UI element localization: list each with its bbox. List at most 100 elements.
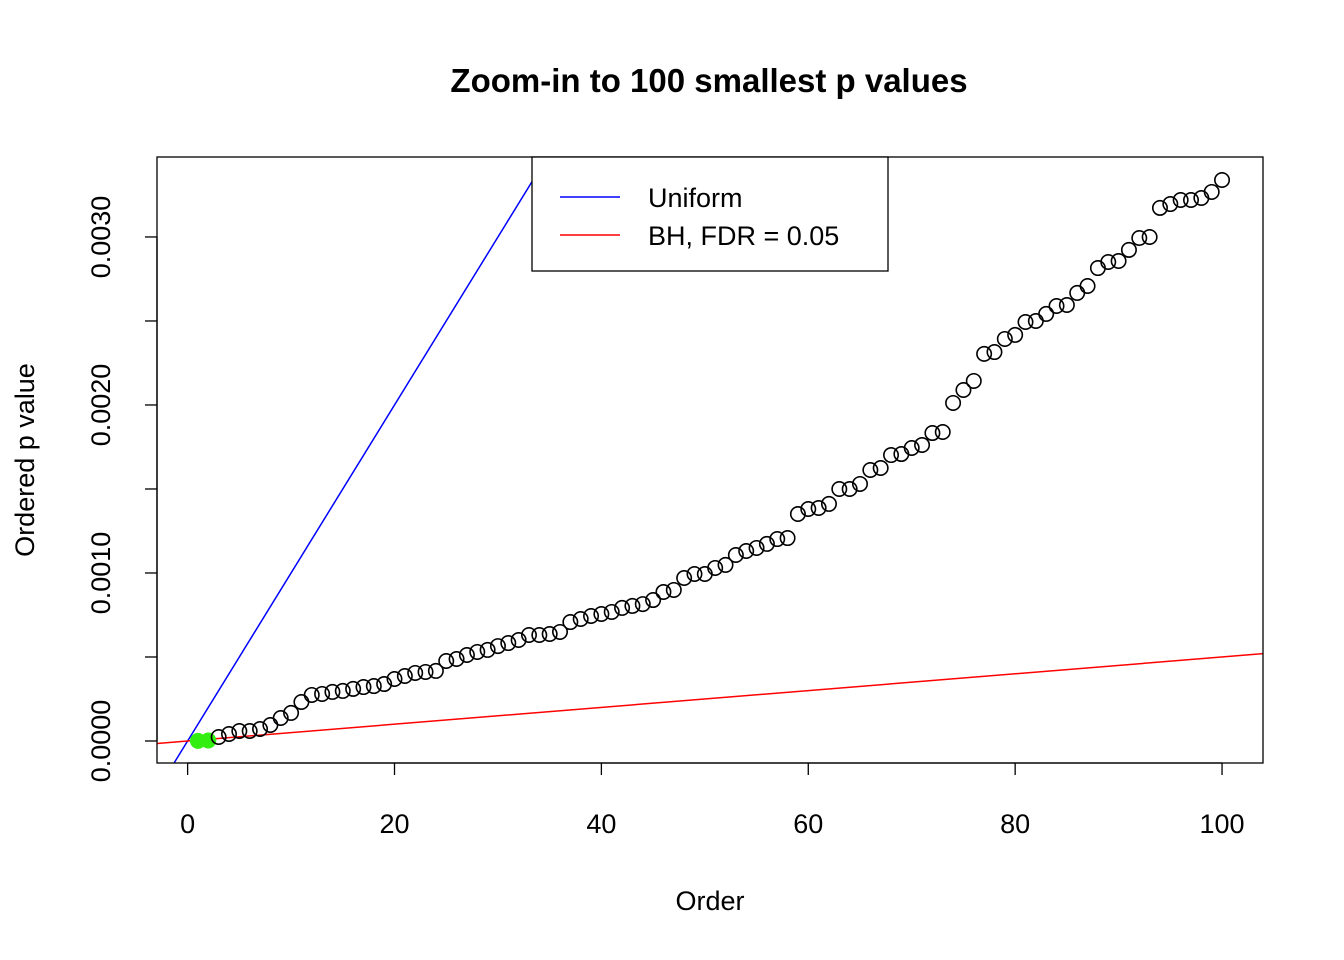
data-point — [438, 653, 455, 670]
data-point — [583, 607, 600, 624]
data-point — [1120, 241, 1137, 258]
data-point — [831, 480, 848, 497]
data-point — [996, 330, 1013, 347]
data-point — [1162, 196, 1179, 213]
data-point — [1141, 228, 1158, 245]
data-point — [396, 667, 413, 684]
legend-bh-label: BH, FDR = 0.05 — [648, 221, 839, 251]
y-tick-label: 0.0020 — [86, 364, 116, 447]
legend-box — [531, 156, 889, 272]
data-point — [552, 623, 569, 640]
data-point — [593, 605, 610, 622]
data-point — [231, 722, 248, 739]
data-point — [355, 679, 372, 696]
data-point — [1007, 326, 1024, 343]
data-point — [1027, 312, 1044, 329]
data-point — [541, 625, 558, 642]
y-tick-label: 0.0010 — [86, 532, 116, 615]
data-point — [903, 439, 920, 456]
uniform-line — [173, 157, 549, 763]
data-point — [272, 709, 289, 726]
data-point — [531, 626, 548, 643]
data-point — [965, 372, 982, 389]
data-point — [510, 632, 527, 649]
data-point — [1100, 254, 1117, 271]
data-point — [1058, 297, 1075, 314]
data-point — [727, 547, 744, 564]
data-point — [427, 662, 444, 679]
data-point — [883, 447, 900, 464]
data-point — [1089, 260, 1106, 277]
data-point — [252, 720, 269, 737]
data-point — [572, 611, 589, 628]
data-point — [779, 530, 796, 547]
data-point — [717, 556, 734, 573]
data-point — [520, 626, 537, 643]
data-point — [376, 676, 393, 693]
data-point — [810, 499, 827, 516]
data-point — [655, 583, 672, 600]
y-axis-label: Ordered p value — [10, 363, 40, 557]
data-point — [976, 345, 993, 362]
data-point — [1038, 305, 1055, 322]
x-tick-label: 20 — [379, 809, 409, 839]
data-point — [645, 592, 662, 609]
data-point — [458, 646, 475, 663]
data-point — [1048, 298, 1065, 315]
data-point — [1172, 192, 1189, 209]
data-point — [789, 506, 806, 523]
data-point — [614, 599, 631, 616]
data-point — [489, 638, 506, 655]
data-point — [934, 424, 951, 441]
data-point — [841, 480, 858, 497]
data-point — [417, 663, 434, 680]
data-point — [1110, 252, 1127, 269]
y-tick-label: 0.0030 — [86, 196, 116, 279]
data-point — [696, 565, 713, 582]
x-tick-label: 80 — [1000, 809, 1030, 839]
data-point — [1183, 192, 1200, 209]
x-axis-label: Order — [675, 886, 744, 916]
data-point — [707, 559, 724, 576]
data-point — [914, 436, 931, 453]
legend-uniform-label: Uniform — [648, 183, 743, 213]
data-point — [986, 344, 1003, 361]
y-tick-label: 0.0000 — [86, 700, 116, 783]
data-point — [924, 425, 941, 442]
x-tick-label: 60 — [793, 809, 823, 839]
data-point — [1079, 278, 1096, 295]
data-point — [769, 531, 786, 548]
data-point — [738, 542, 755, 559]
data-point — [314, 685, 331, 702]
data-point — [758, 535, 775, 552]
data-point — [324, 683, 341, 700]
data-point — [220, 725, 237, 742]
data-point — [748, 539, 765, 556]
data-point — [386, 670, 403, 687]
data-point — [241, 722, 258, 739]
data-point — [365, 678, 382, 695]
data-point — [407, 664, 424, 681]
data-point — [872, 459, 889, 476]
data-point — [945, 394, 962, 411]
data-point — [665, 581, 682, 598]
data-point — [851, 475, 868, 492]
data-point — [210, 728, 227, 745]
data-point — [800, 500, 817, 517]
data-point — [469, 643, 486, 660]
data-point — [893, 446, 910, 463]
data-point — [862, 461, 879, 478]
data-point — [1214, 172, 1231, 189]
data-point — [1193, 189, 1210, 206]
data-point — [500, 635, 517, 652]
data-point — [634, 596, 651, 613]
data-point — [1203, 183, 1220, 200]
data-point — [955, 382, 972, 399]
x-tick-label: 40 — [586, 809, 616, 839]
data-point — [676, 570, 693, 587]
data-point — [624, 597, 641, 614]
data-point — [603, 603, 620, 620]
data-point — [448, 651, 465, 668]
data-point — [293, 694, 310, 711]
